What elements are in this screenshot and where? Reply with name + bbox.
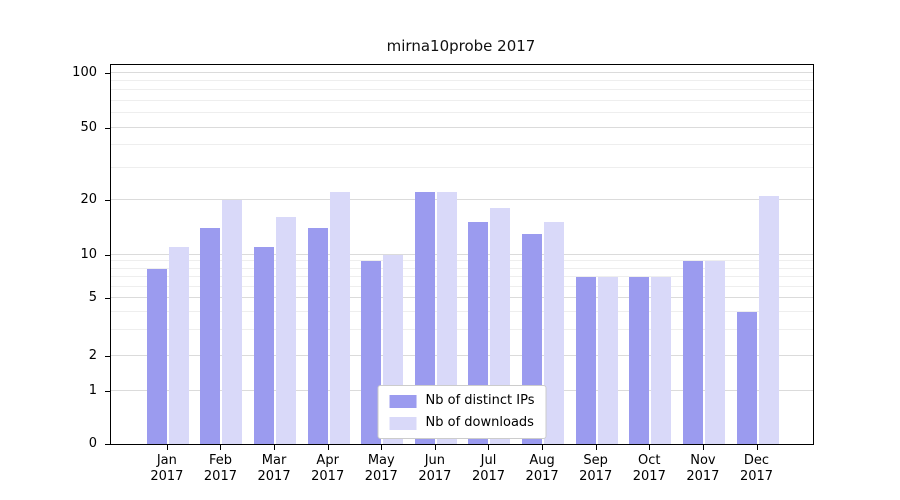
- y-tick-mark-2: [105, 356, 110, 358]
- y-tick-label-10: 10: [80, 246, 97, 262]
- y-tick-mark-10: [105, 254, 110, 256]
- legend: Nb of distinct IPs Nb of downloads: [377, 385, 547, 439]
- bar-nb-of-downloads-nov: [704, 261, 725, 444]
- bar-nb-of-downloads-mar: [276, 217, 297, 444]
- bar-nb-of-distinct-ips-mar: [254, 246, 275, 444]
- x-tick-label-nov: Nov 2017: [686, 453, 720, 484]
- x-tick-mark-dec: [756, 445, 758, 450]
- y-tick-mark-1: [105, 390, 110, 392]
- bar-nb-of-downloads-jul: [490, 207, 511, 444]
- x-tick-label-oct: Oct 2017: [632, 453, 666, 484]
- x-tick-mark-apr: [327, 445, 329, 450]
- gridline-major-5: [111, 297, 813, 299]
- y-tick-mark-5: [105, 298, 110, 300]
- gridline-major-50: [111, 126, 813, 128]
- bar-nb-of-downloads-jan: [168, 246, 189, 444]
- bar-nb-of-distinct-ips-sep: [575, 276, 596, 444]
- x-tick-label-sep: Sep 2017: [579, 453, 613, 484]
- y-tick-mark-50: [105, 127, 110, 129]
- gridline-minor-8: [111, 267, 813, 269]
- y-tick-label-20: 20: [80, 191, 97, 207]
- x-tick-label-dec: Dec 2017: [739, 453, 774, 484]
- x-tick-mark-jun: [434, 445, 436, 450]
- gridline-minor-90: [111, 79, 813, 81]
- gridline-minor-60: [111, 112, 813, 114]
- gridline-minor-7: [111, 275, 813, 277]
- x-tick-label-feb: Feb 2017: [203, 453, 237, 484]
- gridline-minor-6: [111, 285, 813, 287]
- x-axis: Jan 2017 Feb 2017 Mar 2017 Apr 2017 May 2017 Jun 20…: [110, 445, 812, 495]
- y-tick-mark-20: [105, 199, 110, 201]
- bar-nb-of-distinct-ips-apr: [307, 227, 328, 444]
- x-tick-label-jul: Jul 2017: [471, 453, 506, 484]
- gridline-minor-70: [111, 99, 813, 101]
- gridline-minor-80: [111, 89, 813, 91]
- x-tick-mark-may: [381, 445, 383, 450]
- x-tick-mark-feb: [220, 445, 222, 450]
- legend-label-downloads: Nb of downloads: [425, 415, 534, 430]
- y-tick-label-1: 1: [88, 382, 97, 398]
- x-tick-mark-jan: [166, 445, 168, 450]
- y-tick-label-0: 0: [88, 436, 97, 451]
- gridline-major-10: [111, 253, 813, 255]
- gridline-major-100: [111, 71, 813, 73]
- bar-nb-of-distinct-ips-may: [361, 261, 382, 444]
- bar-nb-of-distinct-ips-nov: [682, 261, 703, 444]
- bar-nb-of-distinct-ips-jan: [146, 268, 167, 444]
- x-tick-label-apr: Apr 2017: [311, 453, 345, 484]
- y-tick-mark-100: [105, 72, 110, 74]
- bar-nb-of-distinct-ips-feb: [200, 227, 221, 444]
- gridline-minor-30: [111, 166, 813, 168]
- x-tick-label-jun: Jun 2017: [418, 453, 452, 484]
- y-tick-mark-0: [105, 444, 110, 445]
- bar-nb-of-distinct-ips-jun: [414, 192, 435, 444]
- x-tick-mark-sep: [595, 445, 597, 450]
- gridline-major-20: [111, 198, 813, 200]
- x-tick-label-may: May 2017: [364, 453, 398, 484]
- bar-nb-of-downloads-apr: [329, 192, 350, 444]
- bar-nb-of-distinct-ips-oct: [629, 276, 650, 444]
- y-tick-label-2: 2: [88, 348, 97, 364]
- bar-nb-of-downloads-oct: [651, 276, 672, 444]
- chart-title: mirna10probe 2017: [386, 37, 536, 55]
- bar-nb-of-downloads-dec: [758, 195, 779, 444]
- plot-area: Nb of distinct IPs Nb of downloads: [110, 64, 814, 445]
- bar-nb-of-downloads-sep: [597, 276, 618, 444]
- x-tick-label-aug: Aug 2017: [525, 453, 559, 484]
- y-tick-label-50: 50: [80, 119, 97, 135]
- x-tick-label-jan: Jan 2017: [150, 453, 184, 484]
- y-axis: 0 1 2 5 10 20 50 100: [0, 64, 110, 451]
- bar-nb-of-distinct-ips-dec: [736, 312, 757, 444]
- legend-item-distinct-ips: Nb of distinct IPs: [389, 393, 535, 408]
- x-tick-mark-oct: [649, 445, 651, 450]
- gridline-minor-40: [111, 144, 813, 146]
- x-tick-label-mar: Mar 2017: [257, 453, 291, 484]
- legend-label-distinct-ips: Nb of distinct IPs: [425, 393, 535, 408]
- bar-nb-of-downloads-feb: [222, 199, 243, 444]
- gridline-minor-9: [111, 260, 813, 262]
- gridline-minor-3: [111, 329, 813, 331]
- x-tick-mark-aug: [542, 445, 544, 450]
- y-tick-label-100: 100: [72, 64, 97, 80]
- x-tick-mark-jul: [488, 445, 490, 450]
- legend-swatch-downloads: [389, 416, 417, 430]
- gridline-major-2: [111, 355, 813, 357]
- legend-item-downloads: Nb of downloads: [389, 415, 535, 430]
- bar-nb-of-downloads-aug: [544, 222, 565, 444]
- bar-nb-of-downloads-jun: [436, 192, 457, 444]
- x-tick-mark-mar: [274, 445, 276, 450]
- gridline-minor-4: [111, 311, 813, 313]
- legend-swatch-distinct-ips: [389, 394, 417, 408]
- y-tick-label-5: 5: [88, 290, 97, 306]
- x-tick-mark-nov: [702, 445, 704, 450]
